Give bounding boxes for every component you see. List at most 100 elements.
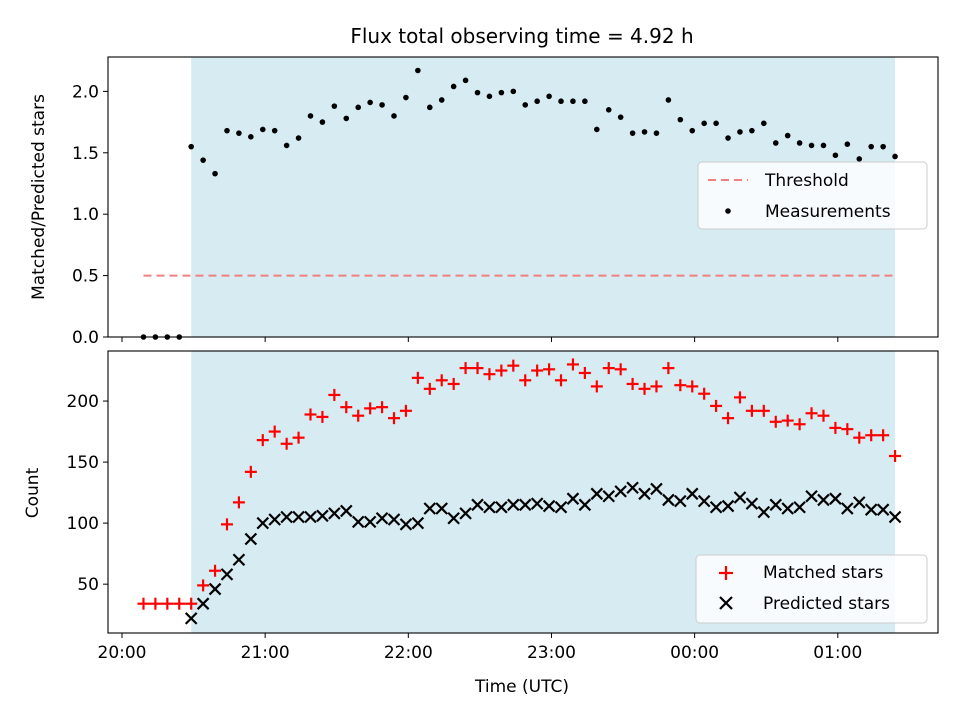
predicted-star-point	[399, 518, 413, 531]
measurement-point	[689, 127, 696, 134]
matched-star-point	[805, 407, 818, 420]
matched-star-point	[352, 409, 365, 422]
top-legend: Threshold Measurements	[697, 161, 928, 230]
predicted-star-point	[685, 487, 699, 501]
x-tick-label: 21:00	[241, 643, 290, 663]
measurement-point	[438, 97, 445, 103]
measurement-point	[331, 103, 338, 109]
matched-star-point	[555, 374, 568, 387]
matched-star-point	[626, 377, 639, 390]
y-tick-label: 2.0	[72, 82, 99, 102]
y-tick-label: 200	[67, 392, 99, 412]
measurement-point	[701, 120, 707, 127]
predicted-star-point	[662, 493, 675, 507]
predicted-star-point	[769, 498, 783, 512]
measurement-point	[677, 116, 684, 123]
x-axis-label: Time (UTC)	[474, 677, 569, 697]
matched-star-point	[256, 434, 269, 447]
measurement-point	[307, 113, 314, 119]
top-y-axis-label: Matched/Predicted stars	[29, 94, 49, 300]
matched-star-point	[161, 597, 174, 610]
matched-star-point	[638, 382, 651, 395]
predicted-star-point	[471, 498, 484, 512]
measurement-point	[737, 129, 743, 135]
measurement-point	[570, 98, 576, 105]
measurement-point	[820, 142, 827, 149]
matched-star-point	[435, 374, 448, 387]
matched-star-point	[471, 362, 484, 375]
bottom-panel: 50 100 150 200 20:00 21:00 22:00 23:00 00:00 01:…	[23, 350, 939, 697]
measurement-point	[415, 67, 421, 74]
predicted-star-point	[411, 516, 425, 530]
measurement-point	[391, 113, 397, 119]
matched-star-point	[889, 449, 902, 462]
measurement-point	[450, 83, 457, 90]
predicted-star-point	[602, 489, 616, 503]
predicted-star-point	[733, 491, 747, 504]
predicted-star-point	[578, 498, 592, 512]
matched-star-point	[614, 363, 627, 376]
predicted-star-point	[435, 502, 448, 515]
predicted-star-point	[829, 492, 842, 505]
measurement-point	[629, 130, 636, 136]
matched-star-point	[328, 388, 341, 401]
predicted-star-point	[697, 494, 711, 508]
predicted-star-point	[244, 532, 258, 546]
measurement-point	[236, 130, 242, 136]
predicted-star-point	[709, 500, 723, 514]
matched-star-point	[423, 382, 436, 395]
matched-star-point	[841, 423, 854, 436]
matched-star-point	[698, 387, 711, 400]
bottom-y-axis-label: Count	[23, 467, 43, 518]
predicted-star-point	[793, 500, 806, 514]
top-panel: 0.00.51.01.52.0 Matched/Predicted stars …	[29, 56, 939, 348]
predicted-star-point	[590, 487, 604, 501]
measurement-point	[510, 88, 517, 95]
matched-star-point	[316, 410, 329, 423]
matched-star-point	[232, 496, 245, 509]
predicted-star-point	[495, 500, 508, 514]
predicted-star-point	[304, 510, 317, 524]
top-axes-frame	[107, 56, 939, 338]
predicted-star-point	[268, 513, 281, 526]
predicted-star-point	[423, 502, 437, 515]
measurement-point	[546, 93, 552, 100]
measurement-point	[379, 102, 385, 108]
predicted-star-point	[483, 500, 496, 514]
predicted-star-point	[721, 499, 735, 513]
matched-star-point	[388, 412, 400, 425]
predicted-star-point	[256, 516, 270, 530]
predicted-star-point	[220, 568, 234, 581]
measurement-point	[665, 97, 672, 103]
y-tick-label: 0.5	[72, 267, 99, 287]
measurement-point	[594, 126, 600, 133]
predicted-star-point	[614, 485, 627, 498]
matched-star-point	[459, 362, 472, 375]
measurement-point	[486, 93, 493, 100]
predicted-star-point	[876, 503, 890, 516]
measurement-point	[283, 142, 290, 149]
predicted-star-point	[745, 497, 759, 510]
y-tick-label: 150	[67, 453, 99, 473]
matched-star-point	[447, 377, 460, 390]
matched-star-point	[650, 380, 663, 393]
bottom-y-ticks: 50 100 150 200	[67, 392, 108, 595]
bottom-axes-frame	[107, 350, 939, 634]
predicted-star-point	[387, 513, 401, 526]
matched-star-point	[531, 364, 544, 377]
predicted-star-point	[781, 502, 794, 515]
predicted-star-point	[196, 597, 210, 610]
predicted-star-point	[757, 505, 771, 519]
measurement-point	[188, 143, 194, 150]
y-tick-label: 100	[67, 514, 99, 534]
predicted-star-point	[507, 498, 520, 512]
matched-star-point	[686, 380, 699, 393]
measurement-point	[617, 114, 624, 120]
legend-threshold-label: Threshold	[764, 171, 849, 191]
measurement-point	[558, 98, 564, 105]
y-tick-label: 1.5	[72, 144, 99, 164]
top-y-ticks: 0.0 0.5 1.0 1.5 2.0	[72, 82, 108, 348]
matched-star-point	[519, 374, 532, 387]
matched-star-point	[590, 380, 603, 393]
